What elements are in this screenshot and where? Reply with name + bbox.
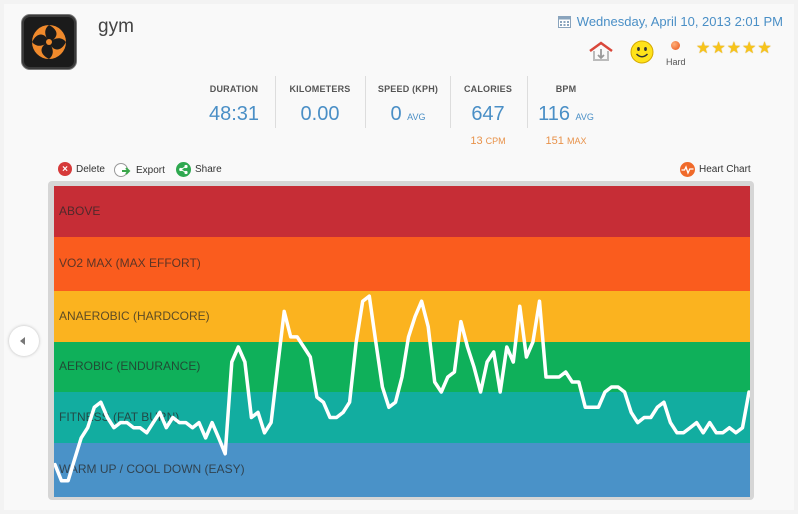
zone-label: AEROBIC (ENDURANCE) [59,359,201,373]
star-icon[interactable]: ★ [711,40,726,57]
zone-label: ANAEROBIC (HARDCORE) [59,309,210,323]
zone-band: VO2 MAX (MAX EFFORT) [54,237,750,291]
indoor-house-icon[interactable] [588,40,614,62]
stat-label: DURATION [209,84,259,94]
previous-workout-button[interactable] [9,326,39,356]
star-icon[interactable]: ★ [696,40,711,57]
zone-label: WARM UP / COOL DOWN (EASY) [59,462,245,476]
calendar-icon [557,15,571,28]
stat-value: 48:31 [208,103,260,125]
intensity-dot-icon[interactable] [671,41,680,50]
export-button[interactable]: Export [114,162,165,178]
workout-status: Hard ★ ★ ★ ★ ★ [588,38,788,68]
star-icon[interactable]: ★ [742,40,757,57]
intensity-label: Hard [666,57,686,67]
heart-chart-icon [680,162,695,177]
date-text: Wednesday, April 10, 2013 2:01 PM [576,14,783,29]
zone-band: WARM UP / COOL DOWN (EASY) [54,443,750,497]
stat-duration: DURATION 48:31 [195,76,273,131]
workout-title: gym [98,16,134,37]
heart-chart-button[interactable]: Heart Chart [680,162,751,177]
stat-label: CALORIES [463,84,513,94]
stat-kilometers: KILOMETERS 0.00 [279,76,361,131]
heart-rate-chart: ABOVE VO2 MAX (MAX EFFORT) ANAEROBIC (HARD… [54,186,750,497]
stat-subvalue: 151 MAX [545,135,587,147]
stat-bpm: BPM 116 AVG 151 MAX [531,76,601,147]
zone-band: ANAEROBIC (HARDCORE) [54,291,750,342]
stat-divider [275,76,276,128]
stat-label: KILOMETERS [289,84,351,94]
workout-date[interactable]: Wednesday, April 10, 2013 2:01 PM [557,14,783,29]
stat-divider [365,76,366,128]
stat-divider [527,76,528,128]
stat-value: 0.00 [300,103,340,125]
star-icon[interactable]: ★ [726,40,742,57]
stat-value: 647 [471,103,505,125]
stat-label: BPM [555,84,577,94]
stat-label: SPEED (KPH) [377,84,439,94]
zone-label: ABOVE [59,204,101,218]
swirl-logo-icon [32,25,66,59]
delete-icon: × [58,162,72,176]
delete-button[interactable]: × Delete [58,162,105,176]
stat-subvalue: 13 CPM [470,135,506,147]
export-icon [114,163,131,177]
star-icon[interactable]: ★ [757,40,772,57]
stat-value: 116 AVG [538,103,594,125]
share-button[interactable]: Share [176,162,222,177]
mood-smiley-icon[interactable] [630,40,654,64]
stat-speed: SPEED (KPH) 0 AVG [369,76,447,131]
stat-divider [450,76,451,128]
zone-band: ABOVE [54,186,750,237]
stat-calories: CALORIES 647 13 CPM [453,76,523,147]
heart-rate-line [54,294,750,483]
zone-label: VO2 MAX (MAX EFFORT) [59,256,201,270]
app-logo [21,14,77,70]
share-icon [176,162,191,177]
stat-value: 0 AVG [390,103,426,125]
hr-line-svg [54,294,750,483]
star-rating[interactable]: ★ ★ ★ ★ ★ [696,41,772,57]
